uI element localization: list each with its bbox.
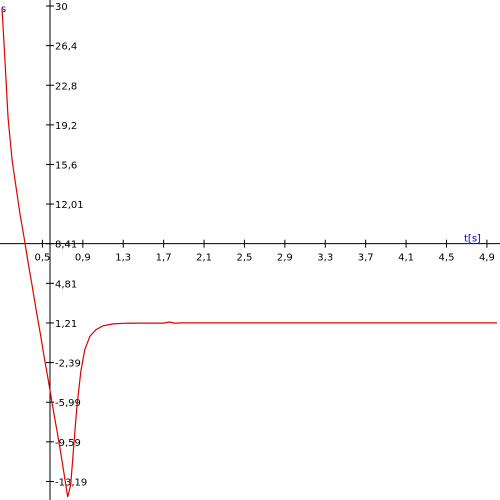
x-tick-label: 2,1 (196, 253, 212, 264)
y-tick-label: 30 (55, 2, 68, 13)
x-tick-label: 2,5 (236, 253, 252, 264)
series-line (1, 8, 497, 498)
y-tick-label: -2,39 (55, 359, 81, 370)
x-tick-label: 0,5 (34, 253, 50, 264)
x-axis-title: t[s] (464, 234, 481, 245)
y-tick-label: 26,4 (55, 42, 77, 53)
x-tick-label: 1,3 (115, 253, 131, 264)
y-tick-label: 1,21 (55, 319, 77, 330)
y-tick-label: 12,01 (55, 200, 84, 211)
y-tick-label: 22,8 (55, 81, 77, 92)
x-tick-label: 2,9 (277, 253, 293, 264)
y-tick-label: -5,99 (55, 398, 81, 409)
x-tick-label: 0,9 (75, 253, 91, 264)
x-tick-label: 4,9 (479, 253, 495, 264)
x-tick-label: 3,7 (358, 253, 374, 264)
y-axis-title: s (1, 4, 6, 15)
x-tick-label: 3,3 (317, 253, 333, 264)
y-tick-label: 19,2 (55, 121, 77, 132)
x-tick-label: 4,1 (398, 253, 414, 264)
x-ticks: 0,5 0,9 1,3 1,7 2,1 2,5 2,9 3,3 3,7 4,1 4,5 4,9 (34, 239, 495, 264)
x-tick-label: 1,7 (156, 253, 172, 264)
y-tick-label: 4,81 (55, 279, 77, 290)
y-tick-label: -9,59 (55, 438, 81, 449)
y-tick-label: 15,6 (55, 161, 77, 172)
y-ticks: 30 26,4 22,8 19,2 15,6 12,01 8,41 4,81 1,21 -2,39… (46, 2, 87, 488)
x-tick-label: 4,5 (439, 253, 455, 264)
y-tick-label: 8,41 (55, 240, 77, 251)
